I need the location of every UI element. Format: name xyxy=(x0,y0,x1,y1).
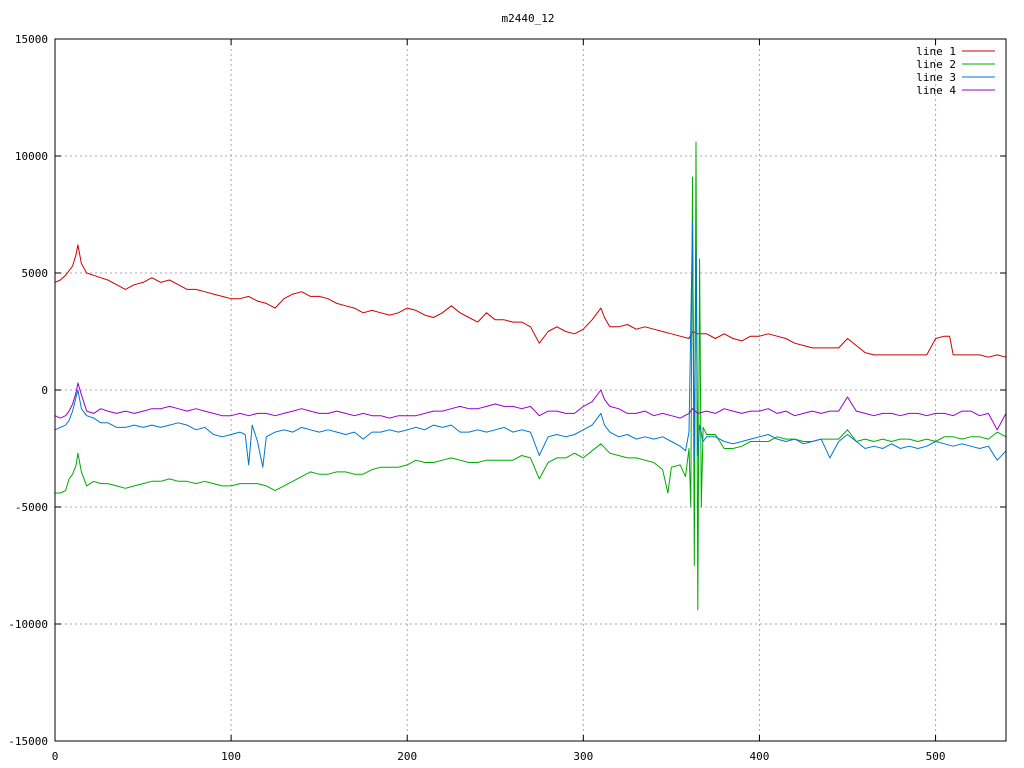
legend-label: line 1 xyxy=(916,45,956,58)
series-line-3 xyxy=(54,221,1007,468)
plot-area xyxy=(54,141,1007,611)
y-tick-label: 5000 xyxy=(22,267,49,280)
legend-label: line 3 xyxy=(916,71,956,84)
grid xyxy=(55,39,1006,741)
y-axis: -15000 -10000 -5000 0 5000 10000 15000 xyxy=(8,33,1006,748)
series-line-1 xyxy=(54,244,1007,358)
series-line-2 xyxy=(55,141,1007,611)
y-tick-label: -15000 xyxy=(8,735,48,748)
x-tick-label: 200 xyxy=(397,750,417,763)
x-tick-label: 500 xyxy=(926,750,946,763)
y-tick-label: 15000 xyxy=(15,33,48,46)
y-tick-label: -5000 xyxy=(15,501,48,514)
x-tick-label: 100 xyxy=(221,750,241,763)
y-tick-label: -10000 xyxy=(8,618,48,631)
y-tick-label: 0 xyxy=(41,384,48,397)
x-axis: 0 100 200 300 400 500 xyxy=(52,39,946,763)
y-tick-label: 10000 xyxy=(15,150,48,163)
series-line-4 xyxy=(54,382,1007,431)
x-tick-label: 300 xyxy=(573,750,593,763)
x-tick-label: 0 xyxy=(52,750,59,763)
legend-label: line 2 xyxy=(916,58,956,71)
legend-label: line 4 xyxy=(916,84,956,97)
x-tick-label: 400 xyxy=(750,750,770,763)
chart-title: m2440_12 xyxy=(502,12,555,25)
